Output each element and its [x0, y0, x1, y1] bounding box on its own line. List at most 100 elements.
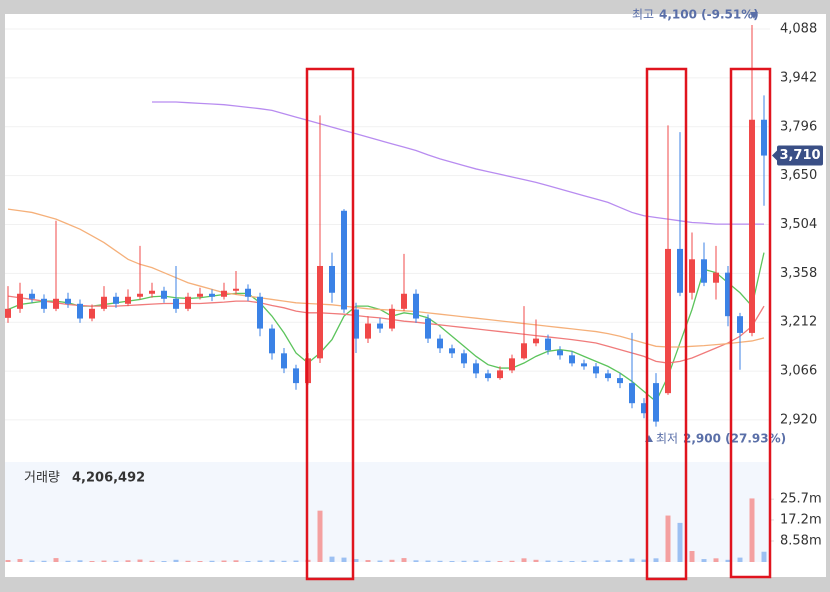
- candle-body: [701, 259, 707, 283]
- candle-body: [77, 303, 83, 319]
- candle-body: [113, 296, 119, 304]
- volume-bar: [329, 556, 335, 562]
- candle-body: [257, 296, 263, 329]
- candle-body: [365, 323, 371, 339]
- candle-body: [521, 343, 527, 359]
- volume-bar: [737, 557, 743, 562]
- candle-body: [737, 316, 743, 333]
- volume-bar: [581, 560, 587, 562]
- price-tag-label: 3,710: [779, 148, 820, 163]
- volume-bar: [449, 561, 455, 562]
- volume-bar: [473, 560, 479, 562]
- candle-body: [677, 248, 683, 293]
- candle-body: [401, 293, 407, 309]
- candle-body: [653, 383, 659, 422]
- candle-body: [89, 308, 95, 319]
- highlight-box: [729, 67, 772, 579]
- ma-line: [152, 101, 764, 225]
- y-tick-label: 3,212: [780, 315, 817, 330]
- candle-body: [149, 290, 155, 294]
- candle-body: [173, 298, 179, 309]
- volume-bar: [641, 559, 647, 562]
- volume-bar: [701, 559, 707, 562]
- candle-body: [569, 355, 575, 364]
- highlight-box: [645, 67, 688, 581]
- ma-line: [7, 252, 765, 403]
- candle-body: [29, 293, 35, 299]
- candle-body: [65, 298, 71, 304]
- candle-body: [197, 293, 203, 297]
- candle-body: [581, 363, 587, 367]
- candle-body: [185, 296, 191, 309]
- y-tick-label: 4,088: [780, 22, 817, 37]
- volume-bar: [569, 561, 575, 562]
- volume-tick-label: 17.2m: [780, 512, 822, 527]
- volume-bar: [17, 559, 23, 562]
- volume-bar: [197, 561, 203, 562]
- y-tick-label: 3,796: [780, 119, 817, 134]
- candle-body: [209, 293, 215, 297]
- marks: 2,920 3,066 3,212 3,358 3,504 3,650 3,796 3,942…: [5, 22, 822, 562]
- candle-body: [713, 272, 719, 283]
- min-label: 최저: [656, 432, 678, 446]
- volume-bar: [173, 559, 179, 562]
- candle-body: [221, 290, 227, 297]
- volume-bar: [341, 557, 347, 562]
- volume-bar: [725, 559, 731, 562]
- candle-body: [545, 338, 551, 351]
- y-tick-label: 3,358: [780, 266, 817, 281]
- candle-body: [497, 370, 503, 379]
- volume-bar: [509, 560, 515, 562]
- max-value: 4,100 (-9.51%): [659, 8, 759, 22]
- ma-line: [7, 295, 765, 364]
- volume-title: 거래량: [24, 471, 60, 486]
- candle-body: [449, 348, 455, 354]
- candle-body: [389, 308, 395, 329]
- price-tag-pointer: [772, 149, 778, 162]
- max-arrow: [750, 12, 758, 19]
- candle-body: [137, 293, 143, 297]
- candle-body: [41, 298, 47, 309]
- candle-body: [425, 318, 431, 339]
- candle-body: [101, 296, 107, 309]
- volume-bar: [533, 559, 539, 562]
- volume-bar: [209, 560, 215, 562]
- highlight-box: [305, 67, 355, 581]
- y-tick-label: 3,504: [780, 217, 817, 232]
- candle-body: [761, 119, 767, 156]
- volume-bar: [713, 558, 719, 562]
- candle-body: [293, 368, 299, 384]
- volume-bar: [365, 560, 371, 562]
- candle-body: [605, 373, 611, 379]
- candle-body: [317, 265, 323, 359]
- volume-bar: [137, 559, 143, 562]
- volume-bar: [5, 560, 11, 562]
- volume-bar: [689, 550, 695, 562]
- candle-body: [665, 248, 671, 394]
- volume-bar: [233, 560, 239, 562]
- candle-body: [269, 328, 275, 354]
- candle-body: [233, 288, 239, 291]
- candle-body: [641, 403, 647, 414]
- candle-body: [281, 353, 287, 369]
- volume-bar: [125, 560, 131, 562]
- volume-bar: [425, 560, 431, 562]
- volume-bar: [377, 560, 383, 562]
- volume-tick-label: 8.58m: [780, 534, 822, 549]
- max-label: 최고: [632, 8, 654, 22]
- volume-bar: [497, 561, 503, 562]
- price-tag: [777, 145, 823, 166]
- volume-bar: [29, 560, 35, 562]
- candle-body: [689, 259, 695, 293]
- volume-bar: [185, 560, 191, 562]
- y-tick-label: 3,942: [780, 70, 817, 85]
- volume-bar: [521, 558, 527, 562]
- volume-bar: [665, 515, 671, 562]
- candle-body: [533, 338, 539, 344]
- volume-bar: [161, 561, 167, 562]
- volume-bar: [221, 560, 227, 562]
- candle-body: [413, 293, 419, 319]
- volume-bar: [617, 560, 623, 562]
